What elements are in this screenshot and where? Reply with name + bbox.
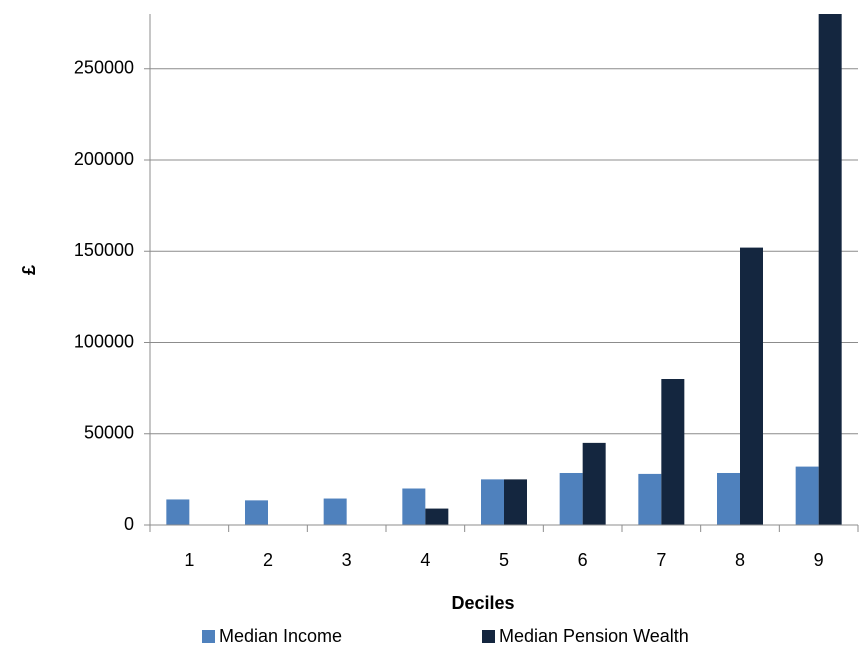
legend-label: Median Income [219, 626, 342, 646]
legend-label: Median Pension Wealth [499, 626, 689, 646]
bar [582, 442, 606, 525]
bar [166, 499, 190, 525]
x-tick-label: 2 [263, 550, 273, 570]
x-tick-label: 4 [420, 550, 430, 570]
x-tick-label: 7 [656, 550, 666, 570]
x-tick-label: 9 [814, 550, 824, 570]
bar [559, 472, 583, 525]
bar [402, 488, 426, 525]
y-tick-label: 50000 [84, 423, 134, 443]
legend-swatch [202, 630, 215, 643]
x-tick-label: 5 [499, 550, 509, 570]
bar [740, 247, 763, 525]
bar [425, 508, 449, 525]
legend-swatch [482, 630, 495, 643]
bar [795, 466, 819, 525]
y-tick-label: 200000 [74, 149, 134, 169]
bar [323, 498, 347, 525]
bar [504, 479, 527, 525]
bar [818, 14, 842, 525]
bar [245, 500, 268, 525]
bar [661, 379, 685, 525]
y-tick-label: 250000 [74, 58, 134, 78]
y-tick-label: 0 [124, 514, 134, 534]
bar [638, 473, 662, 525]
bar [481, 479, 504, 525]
y-axis-title: £ [19, 265, 39, 275]
x-tick-label: 3 [342, 550, 352, 570]
x-tick-label: 1 [184, 550, 194, 570]
y-tick-label: 150000 [74, 240, 134, 260]
y-tick-label: 100000 [74, 331, 134, 351]
bar [717, 472, 740, 525]
x-tick-label: 8 [735, 550, 745, 570]
x-tick-label: 6 [578, 550, 588, 570]
x-axis-title: Deciles [451, 593, 514, 613]
